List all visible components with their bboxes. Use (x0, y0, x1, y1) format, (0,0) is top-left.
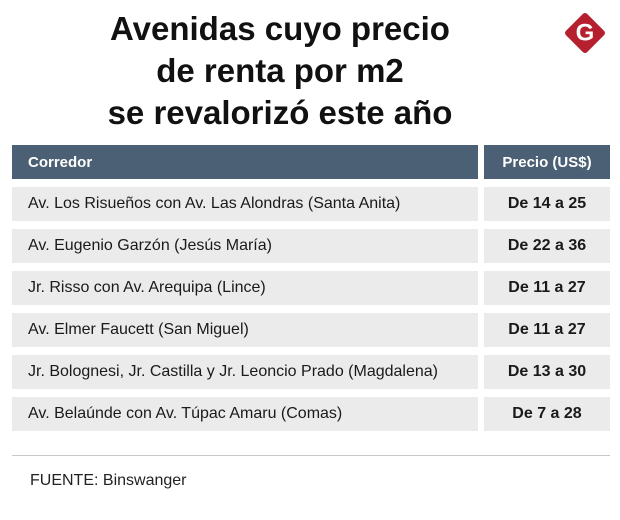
table-row: Jr. Risso con Av. Arequipa (Lince) De 11 … (12, 271, 610, 305)
title: Avenidas cuyo precio de renta por m2 se … (60, 8, 500, 134)
price-cell: De 11 a 27 (484, 271, 610, 305)
table-row: Av. Los Risueños con Av. Las Alondras (S… (12, 187, 610, 221)
title-line: Avenidas cuyo precio (110, 10, 450, 47)
corridor-cell: Av. Los Risueños con Av. Las Alondras (S… (12, 187, 478, 221)
price-cell: De 13 a 30 (484, 355, 610, 389)
logo-letter: G (576, 19, 595, 46)
logo: G (565, 13, 605, 53)
title-line: se revalorizó este año (107, 94, 453, 131)
table-row: Av. Belaúnde con Av. Túpac Amaru (Comas)… (12, 397, 610, 431)
logo-diamond (565, 13, 605, 53)
corridor-cell: Av. Eugenio Garzón (Jesús María) (12, 229, 478, 263)
price-cell: De 14 a 25 (484, 187, 610, 221)
price-cell: De 22 a 36 (484, 229, 610, 263)
header-cell: Precio (US$) (484, 145, 610, 179)
title-line: de renta por m2 (156, 52, 404, 89)
table-row: Av. Eugenio Garzón (Jesús María) De 22 a … (12, 229, 610, 263)
table-row: Jr. Bolognesi, Jr. Castilla y Jr. Leonci… (12, 355, 610, 389)
header-cell: Corredor (12, 145, 478, 179)
price-cell: De 7 a 28 (484, 397, 610, 431)
table: Corredor Precio (US$) Av. Los Risueños c… (12, 145, 610, 439)
divider (12, 455, 610, 456)
price-cell: De 11 a 27 (484, 313, 610, 347)
source: FUENTE: Binswanger (30, 472, 187, 489)
corridor-cell: Av. Belaúnde con Av. Túpac Amaru (Comas) (12, 397, 478, 431)
table-header: Corredor Precio (US$) (12, 145, 610, 179)
corridor-cell: Av. Elmer Faucett (San Miguel) (12, 313, 478, 347)
table-row: Av. Elmer Faucett (San Miguel) De 11 a 27 (12, 313, 610, 347)
corridor-cell: Jr. Risso con Av. Arequipa (Lince) (12, 271, 478, 305)
corridor-cell: Jr. Bolognesi, Jr. Castilla y Jr. Leonci… (12, 355, 478, 389)
